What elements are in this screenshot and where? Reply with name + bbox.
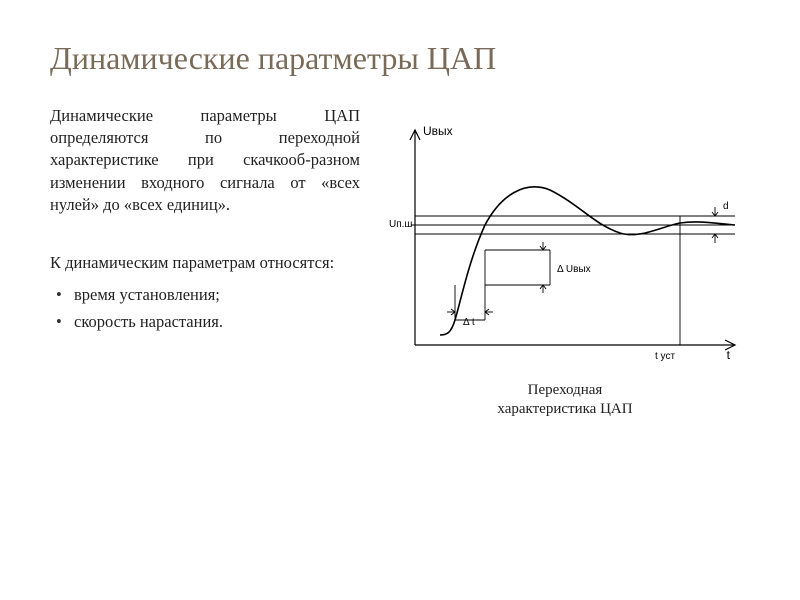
- bullet-list: время установления; скорость нарастания.: [50, 284, 360, 333]
- paragraph-definition: Динамические параметры ЦАП определяются …: [50, 105, 360, 216]
- paragraph-list-intro: К динамическим параметрам относятся:: [50, 252, 360, 274]
- delta-v-label: Δ Uвых: [557, 264, 591, 275]
- chart-svg: Uвых t Uп.ш Δ Uвых Δ t t уст d: [385, 115, 745, 375]
- caption-line2: характеристика ЦАП: [497, 401, 632, 417]
- text-column: Динамические параметры ЦАП определяются …: [50, 105, 360, 419]
- ref-level-label: Uп.ш: [389, 219, 412, 230]
- response-curve: [440, 187, 735, 335]
- delta-t-label: Δ t: [463, 317, 475, 328]
- transient-chart: Uвых t Uп.ш Δ Uвых Δ t t уст d: [385, 115, 745, 375]
- caption-line1: Переходная: [528, 382, 603, 398]
- t-settle-label: t уст: [655, 351, 675, 362]
- figure-column: Uвых t Uп.ш Δ Uвых Δ t t уст d Переходна…: [380, 105, 750, 419]
- content-row: Динамические параметры ЦАП определяются …: [50, 105, 750, 419]
- figure-caption: Переходная характеристика ЦАП: [497, 381, 632, 419]
- x-axis-label: t: [727, 348, 731, 362]
- d-label: d: [723, 201, 729, 212]
- list-item: скорость нарастания.: [56, 311, 360, 333]
- y-axis-label: Uвых: [423, 124, 453, 138]
- slide: Динамические паратметры ЦАП Динамические…: [0, 0, 800, 600]
- page-title: Динамические паратметры ЦАП: [50, 40, 750, 77]
- list-item: время установления;: [56, 284, 360, 306]
